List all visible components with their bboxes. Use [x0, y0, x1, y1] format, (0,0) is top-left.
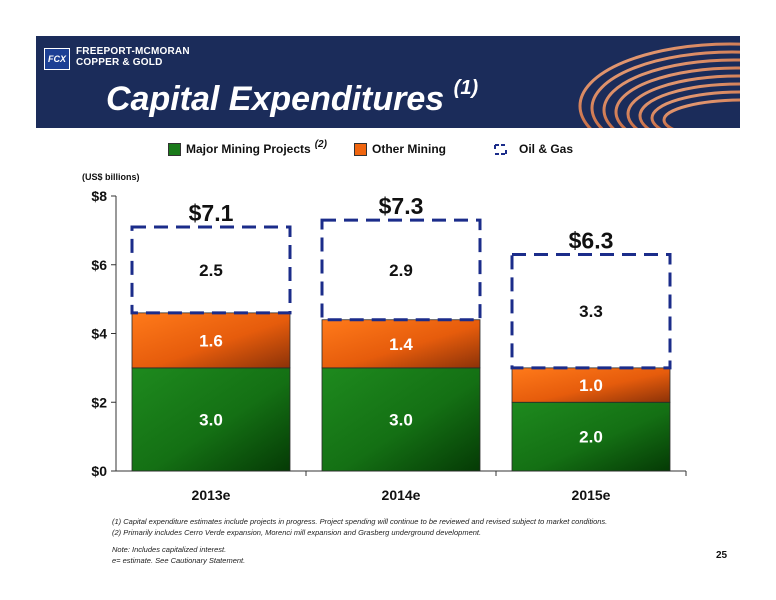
- page-number: 25: [716, 550, 728, 561]
- data-label-oil-gas: 2.5: [199, 261, 223, 280]
- footnote-note: Note: Includes capitalized interest.: [112, 545, 227, 554]
- legend-swatch-oil-gas: [494, 143, 507, 155]
- header-banner: FCX FREEPORT-MCMORAN COPPER & GOLD Capit…: [36, 36, 740, 128]
- bar-oil-gas: [320, 218, 482, 322]
- x-category-label: 2015e: [572, 487, 611, 503]
- legend-note-major-mining: (2): [314, 138, 327, 150]
- page-title: Capital Expenditures (1): [106, 76, 479, 119]
- bar-major-mining: [321, 367, 481, 472]
- y-tick-label: $4: [91, 326, 107, 342]
- y-tick-label: $8: [91, 188, 107, 204]
- company-name-line2: COPPER & GOLD: [76, 57, 163, 68]
- page-title-note: (1): [453, 76, 479, 99]
- stacked-bar-chart: $0 $2 $4 $6 $8 3.0 1.6 2.5 $7.1 2013e 3.0 1.4 2.9 $7…: [91, 188, 687, 503]
- bar-other-mining: [131, 312, 291, 369]
- data-label-oil-gas: 2.9: [389, 261, 413, 280]
- bar-major-mining: [131, 367, 291, 472]
- total-label: $7.1: [189, 200, 234, 226]
- company-name: FREEPORT-MCMORAN COPPER & GOLD: [76, 46, 190, 68]
- bar-other-mining: [321, 319, 481, 369]
- x-category-label: 2014e: [382, 487, 421, 503]
- legend-label-major-mining: Major Mining Projects: [186, 142, 311, 156]
- copper-coil-image: [560, 36, 740, 128]
- y-tick-label: $2: [91, 394, 107, 410]
- data-label-other-mining: 1.6: [199, 331, 223, 350]
- legend-swatch-major-mining: [168, 142, 181, 156]
- legend-label-oil-gas: Oil & Gas: [519, 142, 574, 156]
- data-label-other-mining: 1.0: [579, 376, 603, 395]
- bar-other-mining: [511, 367, 671, 403]
- y-tick-label: $6: [91, 257, 107, 273]
- data-label-other-mining: 1.4: [389, 335, 413, 354]
- data-label-oil-gas: 3.3: [579, 302, 603, 321]
- data-label-major-mining: 2.0: [579, 428, 603, 447]
- bar-major-mining: [511, 401, 671, 472]
- company-logo-icon: FCX: [44, 48, 70, 70]
- y-tick-label: $0: [91, 463, 107, 479]
- chart-legend: Major Mining Projects (2) Other Mining O…: [0, 138, 776, 162]
- total-label: $6.3: [569, 227, 614, 253]
- legend-item-other-mining: Other Mining: [354, 142, 446, 156]
- chart-labels: 3.0 1.6 2.5 $7.1 2013e 3.0 1.4 2.9 $7.3 2014e 2.0 1…: [189, 193, 614, 503]
- footnote-1: (1) Capital expenditure estimates includ…: [112, 517, 608, 526]
- footnote-2: (2) Primarily includes Cerro Verde expan…: [112, 528, 482, 537]
- footnotes: (1) Capital expenditure estimates includ…: [112, 516, 607, 566]
- data-label-major-mining: 3.0: [389, 410, 413, 429]
- copper-coil-graphic: [578, 42, 740, 128]
- y-axis-unit-label: (US$ billions): [82, 172, 140, 182]
- bar-oil-gas: [510, 252, 672, 370]
- legend-item-major-mining: Major Mining Projects (2): [168, 138, 327, 156]
- chart-bars: [130, 218, 672, 472]
- legend-swatch-other-mining: [354, 142, 367, 156]
- x-category-label: 2013e: [192, 487, 231, 503]
- total-label: $7.3: [379, 193, 424, 219]
- page-title-text: Capital Expenditures: [106, 80, 445, 118]
- legend-item-oil-gas: Oil & Gas: [494, 142, 573, 156]
- legend-label-other-mining: Other Mining: [372, 142, 446, 156]
- bar-oil-gas: [130, 225, 292, 315]
- data-label-major-mining: 3.0: [199, 410, 223, 429]
- footnote-estimate: e= estimate. See Cautionary Statement.: [112, 556, 246, 565]
- company-name-line1: FREEPORT-MCMORAN: [76, 46, 190, 57]
